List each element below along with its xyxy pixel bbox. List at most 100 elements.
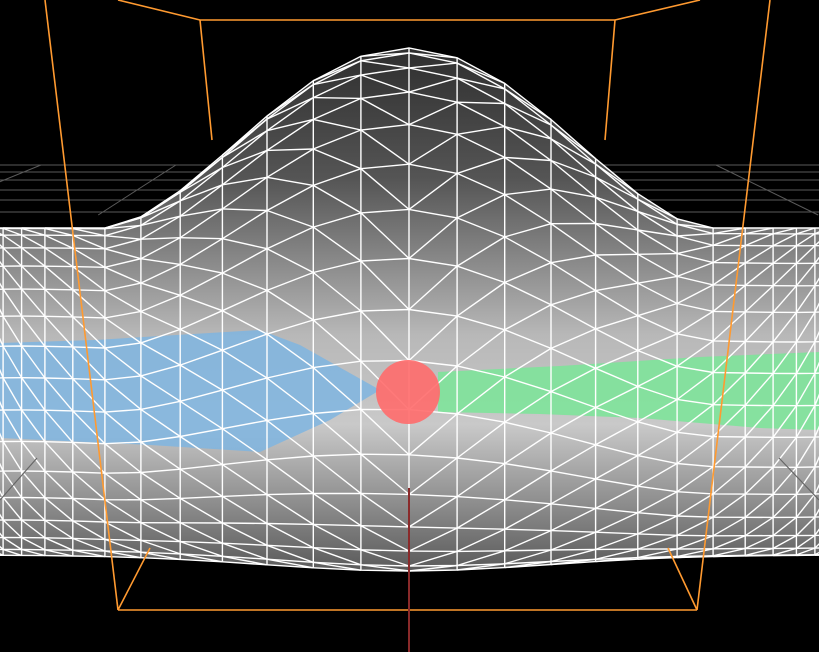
- pivot-marker[interactable]: [376, 360, 440, 424]
- wire-diagonal: [2, 497, 23, 521]
- wire-diagonal: [266, 459, 314, 495]
- wire-diagonal: [360, 260, 410, 310]
- wire-diagonal: [637, 462, 678, 487]
- wire-diagonal: [104, 290, 142, 313]
- wire-diagonal: [408, 315, 458, 362]
- wire-diagonal: [744, 516, 774, 537]
- wire-diagonal: [772, 516, 797, 537]
- wire-diagonal: [360, 564, 410, 572]
- wire-diagonal: [504, 156, 552, 162]
- wire-diagonal: [312, 492, 362, 527]
- wire-diagonal: [456, 156, 505, 175]
- wire-diagonal: [550, 531, 596, 551]
- wire-diagonal: [266, 148, 314, 152]
- wire-diagonal: [360, 97, 410, 126]
- wire-diagonal: [550, 138, 596, 165]
- wire-diagonal: [712, 466, 746, 495]
- wire-diagonal: [312, 271, 362, 312]
- wire-diagonal: [222, 522, 268, 546]
- wire-diagonal: [595, 454, 639, 480]
- wire-diagonal: [21, 315, 46, 347]
- wire-diagonal: [595, 349, 639, 369]
- wire-diagonal: [360, 129, 410, 165]
- wire-diagonal: [0, 337, 4, 347]
- wire-diagonal: [795, 285, 816, 313]
- wire-diagonal: [180, 237, 223, 240]
- wire-diagonal: [676, 371, 714, 401]
- wire-diagonal: [550, 406, 596, 434]
- wire-diagonal: [456, 236, 506, 267]
- wire-diagonal: [21, 409, 46, 443]
- wire-diagonal: [712, 547, 746, 557]
- wire-diagonal: [360, 549, 410, 567]
- wire-diagonal: [712, 493, 746, 518]
- wire-diagonal: [2, 265, 23, 290]
- wire-diagonal: [677, 232, 714, 237]
- wire-diagonal: [179, 328, 223, 351]
- wire-diagonal: [676, 340, 714, 367]
- wire-diagonal: [140, 539, 181, 555]
- wire-diagonal: [744, 493, 774, 518]
- wire-diagonal: [637, 229, 678, 237]
- wire-diagonal: [744, 285, 774, 313]
- wire-diagonal: [72, 520, 106, 541]
- wire-diagonal: [2, 234, 22, 249]
- grid-line: [715, 164, 819, 216]
- wire-diagonal: [795, 245, 816, 264]
- wire-diagonal: [456, 376, 506, 415]
- wire-diagonal: [313, 96, 361, 100]
- wire-diagonal: [814, 554, 819, 556]
- wire-diagonal: [21, 288, 46, 317]
- wire-diagonal: [312, 523, 362, 551]
- wire-diagonal: [772, 227, 797, 235]
- wire-diagonal: [0, 400, 4, 411]
- wire-diagonal: [712, 227, 746, 235]
- wire-diagonal: [795, 372, 816, 407]
- wire-diagonal: [2, 247, 23, 267]
- wire-diagonal: [222, 495, 268, 525]
- wire-diagonal: [104, 472, 142, 501]
- wire-diagonal: [180, 208, 223, 217]
- wire-diagonal: [222, 238, 268, 250]
- wire-diagonal: [313, 561, 362, 571]
- bbox-edge: [199, 19, 213, 141]
- wire-diagonal: [179, 166, 223, 193]
- wire-diagonal: [44, 227, 73, 230]
- wire-diagonal: [21, 536, 46, 551]
- wire-diagonal: [104, 411, 142, 443]
- wire-diagonal: [504, 503, 552, 530]
- wire-diagonal: [266, 419, 314, 457]
- wire-diagonal: [44, 470, 74, 500]
- wire-diagonal: [104, 443, 142, 474]
- wire-diagonal: [744, 436, 774, 468]
- wire-diagonal: [2, 441, 23, 472]
- wire-diagonal: [550, 328, 596, 350]
- wire-diagonal: [712, 372, 746, 406]
- wire-diagonal: [360, 310, 410, 361]
- wire-diagonal: [104, 538, 142, 553]
- wire-diagonal: [0, 545, 4, 550]
- wire-diagonal: [140, 441, 181, 470]
- wire-diagonal: [140, 191, 181, 218]
- wire-diagonal: [814, 277, 819, 287]
- bounding-box[interactable]: [44, 0, 771, 611]
- wire-diagonal: [745, 554, 774, 557]
- wire-diagonal: [504, 432, 552, 465]
- wire-diagonal: [140, 499, 181, 524]
- wire-diagonal: [360, 492, 410, 528]
- wire-diagonal: [0, 553, 4, 556]
- wire-diagonal: [456, 329, 506, 367]
- wire-diagonal: [595, 282, 638, 292]
- wire-diagonal: [504, 549, 552, 565]
- wire-diagonal: [360, 168, 410, 210]
- wire-diagonal: [2, 470, 23, 498]
- grid-line: [0, 164, 42, 183]
- wire-diagonal: [744, 466, 774, 495]
- wire-diagonal: [744, 233, 774, 247]
- wire-diagonal: [179, 435, 223, 466]
- wire-diagonal: [772, 262, 797, 287]
- bbox-edge: [117, 0, 201, 21]
- wire-diagonal: [408, 77, 458, 93]
